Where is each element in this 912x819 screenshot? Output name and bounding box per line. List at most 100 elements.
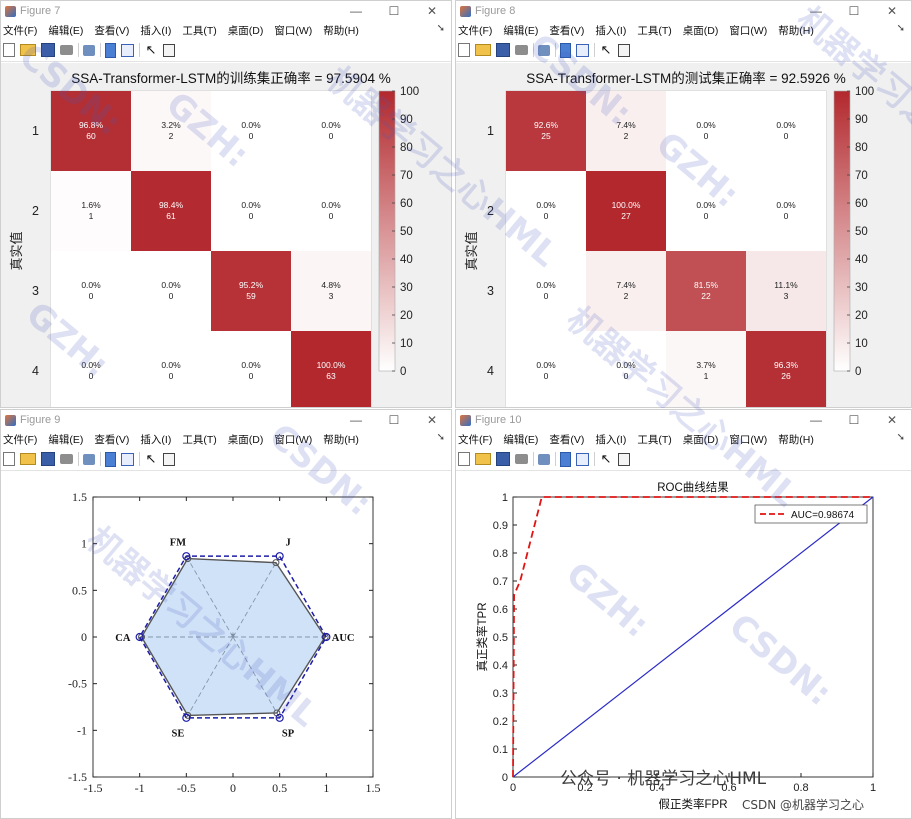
menu-insert[interactable]: 插入(I) xyxy=(140,24,172,37)
menu-edit[interactable]: 编辑(E) xyxy=(503,24,539,37)
maximize-button[interactable]: ☐ xyxy=(848,413,860,427)
menu-file[interactable]: 文件(F) xyxy=(3,24,38,37)
matlab-app-icon xyxy=(5,5,16,17)
figure-8-window[interactable]: Figure 8 — ☐ ✕ 文件(F) 编辑(E) 查看(V) 插入(I) 工… xyxy=(455,0,912,408)
maximize-button[interactable]: ☐ xyxy=(388,4,400,18)
menu-window[interactable]: 窗口(W) xyxy=(274,24,313,37)
colorbar-icon[interactable] xyxy=(105,451,116,467)
minimize-button[interactable]: — xyxy=(350,413,362,427)
menu-tools[interactable]: 工具(T) xyxy=(637,433,672,446)
minimize-button[interactable]: — xyxy=(810,413,822,427)
menu-help[interactable]: 帮助(H) xyxy=(323,433,359,446)
new-figure-icon[interactable] xyxy=(3,43,15,57)
menu-help[interactable]: 帮助(H) xyxy=(778,24,814,37)
print-icon[interactable] xyxy=(515,454,528,464)
figure-7-window[interactable]: Figure 7 — ☐ ✕ 文件(F) 编辑(E) 查看(V) 插入(I) 工… xyxy=(0,0,452,408)
save-icon[interactable] xyxy=(41,43,55,57)
title-bar[interactable]: Figure 7 — ☐ ✕ xyxy=(1,1,451,21)
menu-view[interactable]: 查看(V) xyxy=(94,24,130,37)
figure-9-window[interactable]: Figure 9 — ☐ ✕ 文件(F) 编辑(E) 查看(V) 插入(I) 工… xyxy=(0,409,452,819)
menu-desktop[interactable]: 桌面(D) xyxy=(227,24,264,37)
close-button[interactable]: ✕ xyxy=(426,4,438,18)
colorbar-icon[interactable] xyxy=(560,451,571,467)
menu-file[interactable]: 文件(F) xyxy=(458,24,493,37)
menu-window[interactable]: 窗口(W) xyxy=(274,433,313,446)
menu-window[interactable]: 窗口(W) xyxy=(729,24,768,37)
title-bar[interactable]: Figure 10 — ☐ ✕ xyxy=(456,410,911,430)
figure-canvas[interactable]: -1.5 -1 -0.5 0 0.5 1 1.5 1.5 1 0.5 0 -0.5 -1 -1.5 * AUC… xyxy=(1,472,451,818)
maximize-button[interactable]: ☐ xyxy=(388,413,400,427)
dock-arrow-icon[interactable]: ➘ xyxy=(896,432,905,443)
legend-icon[interactable] xyxy=(576,43,589,57)
dock-arrow-icon[interactable]: ➘ xyxy=(436,432,445,443)
property-editor-icon[interactable] xyxy=(618,452,630,466)
open-file-icon[interactable] xyxy=(20,453,36,465)
menu-desktop[interactable]: 桌面(D) xyxy=(682,24,719,37)
x-axis-label: 假正类率FPR xyxy=(659,797,728,811)
menu-help[interactable]: 帮助(H) xyxy=(778,433,814,446)
dock-arrow-icon[interactable]: ➘ xyxy=(436,23,445,34)
new-figure-icon[interactable] xyxy=(3,452,15,466)
new-figure-icon[interactable] xyxy=(458,452,470,466)
legend-icon[interactable] xyxy=(576,452,589,466)
legend-icon[interactable] xyxy=(121,43,134,57)
figure-canvas[interactable]: SSA-Transformer-LSTM的测试集正确率 = 92.5926 % 9… xyxy=(456,63,911,407)
pointer-icon[interactable]: ↖ xyxy=(145,451,157,466)
pointer-icon[interactable]: ↖ xyxy=(145,42,157,57)
link-plot-icon[interactable] xyxy=(83,453,95,465)
menu-window[interactable]: 窗口(W) xyxy=(729,433,768,446)
figure-canvas[interactable]: ROC曲线结果 0 0.2 0.4 0.6 0.8 1 1 0.9 0.8 0.7 0.6 0.5 0.4… xyxy=(456,472,911,818)
link-plot-icon[interactable] xyxy=(538,453,550,465)
legend-icon[interactable] xyxy=(121,452,134,466)
new-figure-icon[interactable] xyxy=(458,43,470,57)
menu-insert[interactable]: 插入(I) xyxy=(595,24,627,37)
open-file-icon[interactable] xyxy=(475,453,491,465)
link-plot-icon[interactable] xyxy=(83,44,95,56)
menu-view[interactable]: 查看(V) xyxy=(549,433,585,446)
menu-tools[interactable]: 工具(T) xyxy=(637,24,672,37)
menu-edit[interactable]: 编辑(E) xyxy=(48,24,84,37)
save-icon[interactable] xyxy=(496,452,510,466)
link-plot-icon[interactable] xyxy=(538,44,550,56)
menu-help[interactable]: 帮助(H) xyxy=(323,24,359,37)
close-button[interactable]: ✕ xyxy=(886,413,898,427)
minimize-button[interactable]: — xyxy=(810,4,822,18)
title-bar[interactable]: Figure 8 — ☐ ✕ xyxy=(456,1,911,21)
menu-file[interactable]: 文件(F) xyxy=(3,433,38,446)
open-file-icon[interactable] xyxy=(475,44,491,56)
menu-file[interactable]: 文件(F) xyxy=(458,433,493,446)
menu-tools[interactable]: 工具(T) xyxy=(182,433,217,446)
print-icon[interactable] xyxy=(60,454,73,464)
colorbar-icon[interactable] xyxy=(105,42,116,58)
menu-edit[interactable]: 编辑(E) xyxy=(48,433,84,446)
save-icon[interactable] xyxy=(41,452,55,466)
menu-tools[interactable]: 工具(T) xyxy=(182,24,217,37)
minimize-button[interactable]: — xyxy=(350,4,362,18)
menu-edit[interactable]: 编辑(E) xyxy=(503,433,539,446)
menu-insert[interactable]: 插入(I) xyxy=(595,433,627,446)
print-icon[interactable] xyxy=(515,45,528,55)
title-bar[interactable]: Figure 9 — ☐ ✕ xyxy=(1,410,451,430)
colorbar-icon[interactable] xyxy=(560,42,571,58)
property-editor-icon[interactable] xyxy=(163,43,175,57)
close-button[interactable]: ✕ xyxy=(886,4,898,18)
menu-insert[interactable]: 插入(I) xyxy=(140,433,172,446)
property-editor-icon[interactable] xyxy=(618,43,630,57)
open-file-icon[interactable] xyxy=(20,44,36,56)
menu-view[interactable]: 查看(V) xyxy=(94,433,130,446)
pointer-icon[interactable]: ↖ xyxy=(600,42,612,57)
dock-arrow-icon[interactable]: ➘ xyxy=(896,23,905,34)
footer-watermark: 公众号 · 机器学习之心HML xyxy=(560,769,767,789)
save-icon[interactable] xyxy=(496,43,510,57)
print-icon[interactable] xyxy=(60,45,73,55)
close-button[interactable]: ✕ xyxy=(426,413,438,427)
figure-canvas[interactable]: SSA-Transformer-LSTM的训练集正确率 = 97.5904 % 9… xyxy=(1,63,451,407)
menu-desktop[interactable]: 桌面(D) xyxy=(682,433,719,446)
figure-10-window[interactable]: Figure 10 — ☐ ✕ 文件(F) 编辑(E) 查看(V) 插入(I) … xyxy=(455,409,912,819)
property-editor-icon[interactable] xyxy=(163,452,175,466)
cell-count: 0 xyxy=(784,131,789,141)
menu-view[interactable]: 查看(V) xyxy=(549,24,585,37)
menu-desktop[interactable]: 桌面(D) xyxy=(227,433,264,446)
maximize-button[interactable]: ☐ xyxy=(848,4,860,18)
pointer-icon[interactable]: ↖ xyxy=(600,451,612,466)
